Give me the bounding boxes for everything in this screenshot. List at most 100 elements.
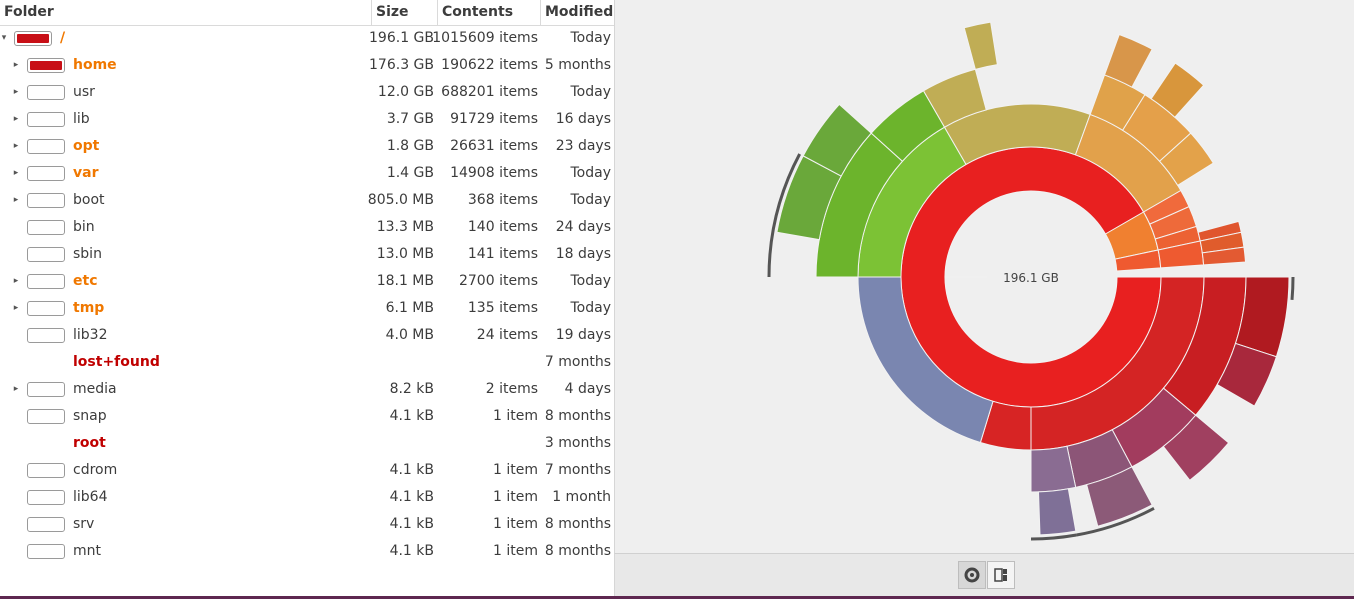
table-row[interactable]: lib32 4.0 MB 24 items 19 days xyxy=(0,322,614,349)
folder-name: home xyxy=(73,57,117,73)
table-row[interactable]: ▸ boot 805.0 MB 368 items Today xyxy=(0,187,614,214)
rings-view-button[interactable] xyxy=(958,561,986,589)
folder-name: media xyxy=(73,381,117,397)
folder-size: 18.1 MB xyxy=(376,273,434,289)
expand-arrow-icon[interactable]: ▸ xyxy=(13,276,19,286)
folder-modified: Today xyxy=(570,165,612,181)
rings-chart-area: 196.1 GB xyxy=(614,0,1354,553)
expand-arrow-icon[interactable]: ▸ xyxy=(13,141,19,151)
folder-name: lib64 xyxy=(73,489,108,505)
expand-arrow-icon[interactable]: ▸ xyxy=(13,60,19,70)
folder-name: sbin xyxy=(73,246,102,262)
folder-name: bin xyxy=(73,219,95,235)
treemap-view-button[interactable] xyxy=(987,561,1015,589)
ring-segment[interactable] xyxy=(1037,488,1077,536)
ring-segment[interactable] xyxy=(1216,342,1278,407)
ring-segment[interactable] xyxy=(1103,33,1153,88)
table-row[interactable]: ▸ tmp 6.1 MB 135 items Today xyxy=(0,295,614,322)
expand-arrow-icon[interactable]: ▸ xyxy=(13,384,19,394)
table-row[interactable]: bin 13.3 MB 140 items 24 days xyxy=(0,214,614,241)
folder-modified: 5 months xyxy=(544,57,611,73)
usage-bar xyxy=(27,328,65,343)
treemap-chart-icon xyxy=(994,568,1007,582)
usage-bar xyxy=(27,517,65,532)
table-row[interactable]: ▸ home 176.3 GB 190622 items 5 months xyxy=(0,52,614,79)
folder-size: 1.4 GB xyxy=(386,165,434,181)
folder-size: 4.1 kB xyxy=(389,489,434,505)
table-row[interactable]: ▸ etc 18.1 MB 2700 items Today xyxy=(0,268,614,295)
ring-segment[interactable] xyxy=(802,103,872,177)
ring-segment[interactable] xyxy=(963,21,998,70)
folder-name: lost+found xyxy=(73,354,160,370)
folder-size: 1.8 GB xyxy=(386,138,434,154)
table-row[interactable]: ▾ / 196.1 GB 1015609 items Today xyxy=(0,25,614,52)
folder-modified: 18 days xyxy=(555,246,611,262)
folder-name: var xyxy=(73,165,99,181)
table-row[interactable]: mnt 4.1 kB 1 item 8 months xyxy=(0,538,614,565)
folder-modified: 8 months xyxy=(544,543,611,559)
expand-arrow-icon[interactable]: ▸ xyxy=(13,87,19,97)
column-header-bar: Folder Size Contents Modified xyxy=(0,0,614,26)
view-switcher-bar xyxy=(614,553,1354,596)
ring-segment[interactable] xyxy=(922,68,987,128)
table-row[interactable]: sbin 13.0 MB 141 items 18 days xyxy=(0,241,614,268)
folder-name: / xyxy=(60,30,66,46)
expand-arrow-icon[interactable]: ▸ xyxy=(13,303,19,313)
ring-segment[interactable] xyxy=(1162,414,1230,482)
column-header-size[interactable]: Size xyxy=(372,0,438,25)
folder-name: boot xyxy=(73,192,105,208)
folder-contents: 24 items xyxy=(476,327,538,343)
table-row[interactable]: ▸ opt 1.8 GB 26631 items 23 days xyxy=(0,133,614,160)
usage-bar xyxy=(27,490,65,505)
folder-name: snap xyxy=(73,408,107,424)
table-row[interactable]: snap 4.1 kB 1 item 8 months xyxy=(0,403,614,430)
folder-contents: 140 items xyxy=(467,219,538,235)
folder-contents: 26631 items xyxy=(450,138,538,154)
table-row[interactable]: srv 4.1 kB 1 item 8 months xyxy=(0,511,614,538)
table-row[interactable]: root 3 months xyxy=(0,430,614,457)
folder-modified: 8 months xyxy=(544,516,611,532)
expand-arrow-icon[interactable]: ▸ xyxy=(13,195,19,205)
usage-bar xyxy=(27,409,65,424)
folder-contents: 135 items xyxy=(467,300,538,316)
folder-modified: 3 months xyxy=(544,435,611,451)
folder-size: 4.1 kB xyxy=(389,462,434,478)
table-row[interactable]: ▸ media 8.2 kB 2 items 4 days xyxy=(0,376,614,403)
ring-segment[interactable] xyxy=(1158,132,1215,187)
window-bottom-border xyxy=(0,596,1354,599)
folder-size: 176.3 GB xyxy=(369,57,434,73)
rings-chart[interactable]: 196.1 GB xyxy=(615,0,1354,553)
folder-contents: 1015609 items xyxy=(432,30,538,46)
usage-bar xyxy=(27,220,65,235)
expand-arrow-icon[interactable]: ▸ xyxy=(13,168,19,178)
column-header-folder[interactable]: Folder xyxy=(0,0,372,25)
ring-segment[interactable] xyxy=(1150,62,1205,118)
ring-segment[interactable] xyxy=(1201,246,1247,266)
folder-contents: 14908 items xyxy=(450,165,538,181)
ring-segment[interactable] xyxy=(1086,466,1153,527)
folder-modified: Today xyxy=(570,30,612,46)
table-row[interactable]: ▸ usr 12.0 GB 688201 items Today xyxy=(0,79,614,106)
table-row[interactable]: cdrom 4.1 kB 1 item 7 months xyxy=(0,457,614,484)
table-row[interactable]: lost+found 7 months xyxy=(0,349,614,376)
folder-modified: 7 months xyxy=(544,462,611,478)
folder-modified: 19 days xyxy=(555,327,611,343)
folder-size: 196.1 GB xyxy=(369,30,434,46)
folder-size: 3.7 GB xyxy=(386,111,434,127)
expand-arrow-icon[interactable]: ▸ xyxy=(13,114,19,124)
folder-name: lib32 xyxy=(73,327,108,343)
folder-contents: 141 items xyxy=(467,246,538,262)
table-row[interactable]: ▸ lib 3.7 GB 91729 items 16 days xyxy=(0,106,614,133)
folder-name: srv xyxy=(73,516,95,532)
usage-bar xyxy=(27,301,65,316)
column-header-modified[interactable]: Modified xyxy=(545,4,614,20)
collapse-arrow-icon[interactable]: ▾ xyxy=(1,33,7,43)
ring-more-indicator xyxy=(767,153,801,278)
table-row[interactable]: lib64 4.1 kB 1 item 1 month xyxy=(0,484,614,511)
ring-more-indicator xyxy=(1076,507,1155,537)
column-header-contents[interactable]: Contents xyxy=(438,0,541,25)
folder-name: opt xyxy=(73,138,100,154)
table-row[interactable]: ▸ var 1.4 GB 14908 items Today xyxy=(0,160,614,187)
usage-bar xyxy=(27,193,65,208)
folder-name: etc xyxy=(73,273,98,289)
